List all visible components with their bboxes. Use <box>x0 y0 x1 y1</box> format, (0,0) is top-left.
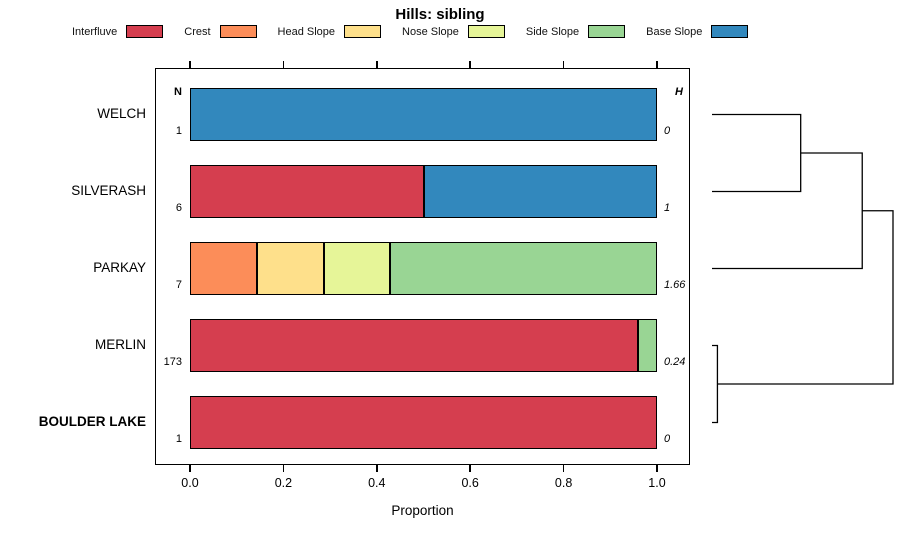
h-value: 0 <box>664 125 671 137</box>
bar-segment-base-slope <box>190 88 657 141</box>
chart-title: Hills: sibling <box>395 6 485 23</box>
legend-item: Interfluve <box>72 25 164 38</box>
x-tick-bottom <box>469 465 471 472</box>
y-axis-label-merlin: MERLIN <box>94 336 146 352</box>
x-tick-bottom <box>562 465 565 472</box>
legend-item: Base Slope <box>646 25 749 38</box>
bar-segment-nose-slope <box>323 242 391 295</box>
n-value: 7 <box>175 279 182 291</box>
x-tick-top <box>376 61 378 68</box>
legend-item: Side Slope <box>525 25 626 38</box>
x-tick-bottom <box>282 465 285 472</box>
x-tick-label: 1.0 <box>648 476 666 490</box>
y-axis-label-boulder-lake: BOULDER LAKE <box>38 413 146 429</box>
legend-item-label: Head Slope <box>277 25 336 38</box>
legend-color-swatch <box>467 25 505 38</box>
legend-item-label: Nose Slope <box>402 25 459 38</box>
x-tick-bottom <box>189 465 191 472</box>
y-axis-label-welch: WELCH <box>97 105 146 121</box>
col-header-h: H <box>675 86 683 98</box>
x-tick-top <box>469 61 471 68</box>
x-axis-label: Proportion <box>391 503 454 518</box>
n-value: 1 <box>175 433 182 445</box>
x-tick-label: 0.2 <box>274 476 293 490</box>
legend-color-swatch <box>219 25 257 38</box>
legend-item: Crest <box>184 25 257 38</box>
plot-border <box>155 68 690 465</box>
n-value: 1 <box>175 125 182 137</box>
h-value: 1 <box>664 202 671 214</box>
dendrogram-path <box>712 113 894 424</box>
legend-item-label: Side Slope <box>525 25 580 38</box>
bar-segment-interfluve <box>190 319 639 372</box>
x-tick-label: 0.4 <box>368 476 386 490</box>
col-header-n: N <box>174 86 182 98</box>
x-tick-label: 0.0 <box>181 476 199 490</box>
legend-color-swatch <box>344 25 382 38</box>
bar-segment-side-slope <box>390 242 657 295</box>
legend-item: Head Slope <box>278 25 382 38</box>
x-tick-bottom <box>656 465 658 472</box>
legend-color-swatch <box>126 25 164 38</box>
x-tick-top <box>282 61 285 68</box>
legend-color-swatch <box>711 25 749 38</box>
x-tick-top <box>562 61 565 68</box>
h-value: 0 <box>664 433 671 445</box>
legend-item: Nose Slope <box>402 25 505 38</box>
x-tick-label: 0.8 <box>554 476 573 490</box>
n-value: 173 <box>163 356 182 368</box>
x-tick-bottom <box>376 465 378 472</box>
legend-item-label: Interfluve <box>72 25 118 38</box>
x-tick-label: 0.6 <box>461 476 479 490</box>
y-axis-label-silverash: SILVERASH <box>71 182 146 198</box>
dendrogram <box>712 113 894 424</box>
y-axis-label-parkay: PARKAY <box>93 259 146 275</box>
legend-color-swatch <box>588 25 626 38</box>
bar-segment-base-slope <box>423 165 657 218</box>
bar-segment-interfluve <box>190 396 657 449</box>
x-tick-top <box>656 61 658 68</box>
legend-item-label: Crest <box>184 25 211 38</box>
bar-segment-crest <box>190 242 257 295</box>
bar-segment-head-slope <box>256 242 324 295</box>
bar-segment-interfluve <box>190 165 424 218</box>
legend-item-label: Base Slope <box>646 25 703 38</box>
x-tick-top <box>189 61 191 68</box>
legend: Interfluve Crest Head Slope Nose Slope Side … <box>72 25 749 38</box>
h-value: 1.66 <box>664 279 686 291</box>
n-value: 6 <box>175 202 182 214</box>
bar-segment-side-slope <box>638 319 657 372</box>
h-value: 0.24 <box>664 356 686 368</box>
